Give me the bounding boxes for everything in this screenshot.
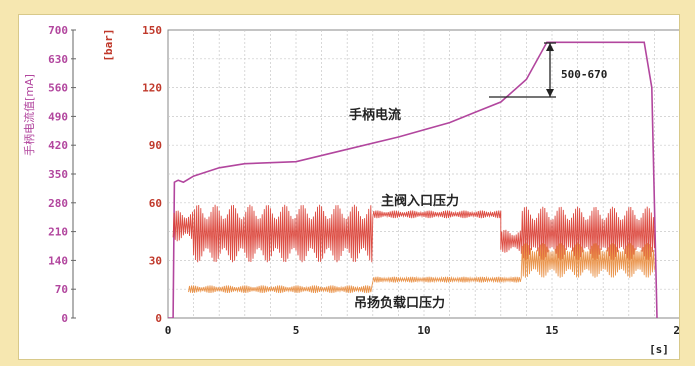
chart-frame: 0 70 140 210 280 350 420 490 560 630 700 0 30 60 90 120…: [18, 14, 680, 360]
x-axis-tick: 10: [417, 324, 430, 337]
tick-layer: 0 70 140 210 280 350 420 490 560 630 700 0 30 60 90 120…: [48, 24, 679, 337]
range-bracket: [489, 42, 556, 98]
left-axis-tick: 70: [55, 283, 68, 296]
annotation-main-valve: 主阀入口压力: [381, 193, 459, 209]
pressure-current-chart: 0 70 140 210 280 350 420 490 560 630 700 0 30 60 90 120…: [22, 24, 679, 356]
annotation-current: 手柄电流: [349, 107, 401, 123]
x-axis-tick: 5: [293, 324, 300, 337]
series-line-1: [168, 41, 658, 318]
right-axis-tick: 90: [149, 139, 162, 152]
right-axis-tick: 120: [142, 82, 162, 95]
left-axis-tick: 140: [48, 254, 68, 267]
x-axis-label: [s]: [649, 343, 669, 356]
left-axis-tick: 280: [48, 197, 68, 210]
series-line-2: [172, 204, 655, 263]
left-axis-tick: 420: [48, 139, 68, 152]
series-line-3: [188, 243, 655, 294]
x-axis-tick: 0: [165, 324, 172, 337]
right-axis-tick: 150: [142, 24, 162, 37]
right-axis-label: [bar]: [102, 28, 115, 61]
left-axis-tick: 700: [48, 24, 68, 37]
x-axis-tick: 20: [673, 324, 679, 337]
x-axis-tick: 15: [545, 324, 558, 337]
left-axis-tick: 560: [48, 82, 68, 95]
left-axis-tick: 350: [48, 168, 68, 181]
left-axis-label: 手柄电流值[mA]: [22, 74, 36, 156]
series-layer: [168, 41, 658, 318]
right-axis-tick: 30: [149, 254, 162, 267]
right-axis-tick: 0: [155, 312, 162, 325]
annotation-load-port: 吊扬负载口压力: [354, 295, 445, 311]
annotation-range: 500-670: [561, 68, 607, 81]
left-axis-tick: 630: [48, 53, 68, 66]
right-axis-tick: 60: [149, 197, 162, 210]
left-axis-tick: 490: [48, 110, 68, 123]
left-axis-tick: 210: [48, 226, 68, 239]
left-axis-tick: 0: [61, 312, 68, 325]
